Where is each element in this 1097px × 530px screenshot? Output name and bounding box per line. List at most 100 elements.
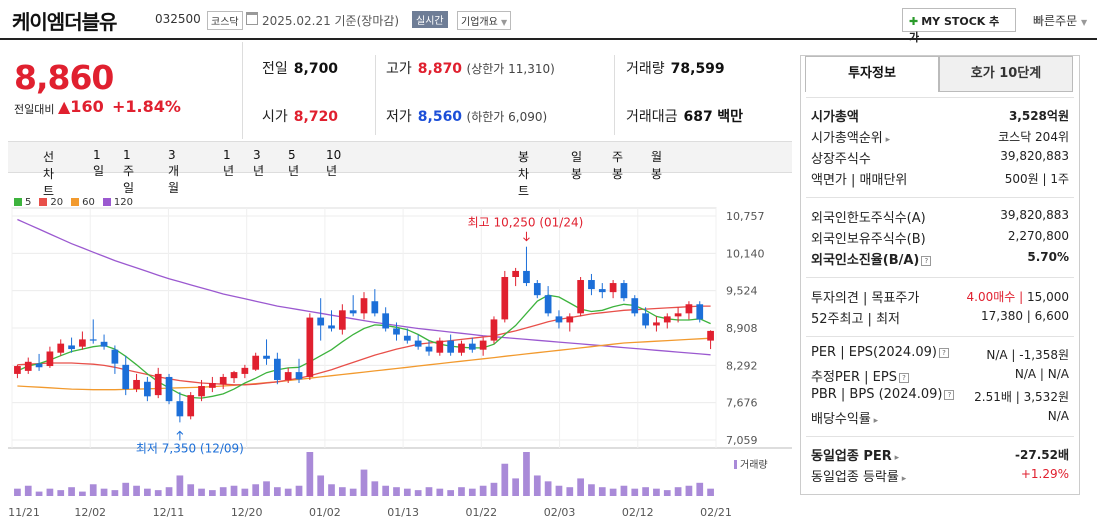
period-tab-2[interactable]: 3개월 bbox=[168, 148, 180, 195]
chevron-right-icon: ▸ bbox=[891, 453, 900, 463]
candle-body bbox=[24, 361, 32, 371]
volume-bar bbox=[24, 485, 32, 496]
candle-body bbox=[653, 322, 660, 326]
period-tab-0[interactable]: 1일 bbox=[93, 148, 105, 178]
legend-item: 60 bbox=[71, 197, 95, 208]
volume-bar bbox=[198, 488, 205, 496]
candle-body bbox=[685, 304, 693, 314]
volume-bar bbox=[360, 469, 368, 496]
volume-bar bbox=[328, 484, 335, 496]
invest-row: 동일업종 등락률 ▸ +1.29% bbox=[811, 466, 1069, 486]
legend-swatch bbox=[14, 198, 22, 206]
candle-body bbox=[393, 328, 400, 335]
legend-label: 5 bbox=[25, 197, 32, 208]
y-tick-label: 7,676 bbox=[726, 397, 758, 410]
period-tab-5[interactable]: 5년 bbox=[288, 148, 300, 178]
row-divider bbox=[806, 97, 1074, 98]
candle-body bbox=[46, 351, 54, 367]
invest-row-value: 39,820,883 bbox=[1000, 149, 1069, 163]
volume-bar bbox=[57, 490, 65, 496]
candle-body bbox=[371, 301, 379, 314]
y-tick-label: 10,140 bbox=[726, 247, 765, 260]
help-icon[interactable]: ? bbox=[944, 389, 955, 400]
candle-body bbox=[209, 383, 216, 388]
chart-legend: 5 20 60 120 bbox=[14, 197, 141, 208]
ma20-line bbox=[17, 305, 711, 386]
invest-row-label: 배당수익률 bbox=[811, 412, 871, 427]
invest-row-value: N/A | N/A bbox=[1014, 367, 1069, 381]
volume-bar bbox=[642, 487, 649, 496]
target-price-value: 15,000 bbox=[1027, 290, 1069, 304]
candle-body bbox=[273, 358, 281, 380]
invest-row: 52주최고 | 최저 17,380 | 6,600 bbox=[811, 308, 1069, 328]
volume-bar bbox=[209, 490, 216, 496]
invest-row: 추정PER | EPS? N/A | N/A bbox=[811, 366, 1069, 386]
volume-bar bbox=[349, 488, 357, 496]
volume-bar bbox=[317, 475, 325, 496]
prev-close-stat: 전일 8,700 bbox=[262, 58, 338, 78]
invest-row-label: 추정PER | EPS bbox=[811, 370, 897, 385]
period-tab-3[interactable]: 1년 bbox=[223, 148, 235, 178]
volume-bar bbox=[544, 481, 552, 496]
candle-body bbox=[176, 401, 184, 417]
chevron-down-icon: ▼ bbox=[1081, 18, 1088, 27]
invest-row-label: PBR | BPS (2024.09) bbox=[811, 387, 943, 402]
company-overview-dropdown[interactable]: 기업개요 ▼ bbox=[457, 11, 512, 30]
candle-body bbox=[555, 316, 563, 323]
stat-label: 고가 bbox=[386, 61, 412, 77]
candle-body bbox=[436, 340, 444, 353]
stat-unit: 백만 bbox=[717, 109, 743, 125]
my-stock-add-button[interactable]: ✚ MY STOCK 추가 bbox=[902, 8, 1016, 44]
x-tick-label: 02/21 bbox=[700, 506, 732, 519]
row-divider bbox=[806, 277, 1074, 278]
realtime-button[interactable]: 실시간 bbox=[412, 11, 448, 28]
volume-bar bbox=[707, 488, 714, 496]
volume-bar bbox=[338, 487, 346, 496]
volume-bar bbox=[566, 487, 574, 496]
candle-body bbox=[620, 283, 628, 299]
candle-body bbox=[674, 313, 682, 317]
chevron-right-icon: ▸ bbox=[870, 416, 879, 426]
period-tab-1[interactable]: 1주일 bbox=[123, 148, 135, 195]
tab-order-book[interactable]: 호가 10단계 bbox=[939, 56, 1073, 92]
tab-invest-info[interactable]: 투자정보 bbox=[805, 56, 939, 92]
invest-row: 투자의견 | 목표주가 4.00매수 | 15,000 bbox=[811, 287, 1069, 307]
candle-body bbox=[609, 283, 617, 293]
x-tick-label: 12/11 bbox=[153, 506, 185, 519]
candle-body bbox=[79, 339, 86, 347]
invest-row-label: PER | EPS(2024.09) bbox=[811, 345, 937, 360]
period-tab-4[interactable]: 3년 bbox=[253, 148, 265, 178]
invest-row: 액면가 | 매매단위 500원 | 1주 bbox=[811, 169, 1069, 189]
quick-order-button[interactable]: 빠른주문 ▼ bbox=[1033, 12, 1087, 29]
volume-bar bbox=[620, 485, 628, 496]
volume-bar bbox=[111, 490, 119, 496]
candle-tab-0[interactable]: 일봉 bbox=[571, 150, 583, 181]
volume-bar bbox=[122, 482, 130, 496]
volume-bar bbox=[479, 485, 487, 496]
period-tab-6[interactable]: 10년 bbox=[326, 148, 342, 178]
candle-tab-1[interactable]: 주봉 bbox=[612, 150, 624, 181]
candle-body bbox=[263, 355, 270, 359]
stat-value: 8,560 bbox=[417, 109, 463, 125]
volume-legend-swatch bbox=[734, 460, 737, 469]
candle-body bbox=[68, 345, 75, 350]
candle-body bbox=[187, 395, 195, 417]
candle-body bbox=[663, 316, 671, 323]
help-icon[interactable]: ? bbox=[898, 372, 909, 383]
candle-body bbox=[523, 270, 530, 284]
low-arrow-icon bbox=[176, 430, 184, 441]
vs-prev-label: 전일대비 bbox=[14, 103, 55, 116]
invest-row: 외국인한도주식수(A) 39,820,883 bbox=[811, 207, 1069, 227]
x-tick-label: 01/02 bbox=[309, 506, 341, 519]
candle-tab-2[interactable]: 월봉 bbox=[651, 150, 663, 181]
volume-bar bbox=[436, 488, 444, 496]
volume-bar bbox=[555, 485, 563, 496]
amount-stat: 거래대금 687 백만 bbox=[626, 106, 743, 126]
help-icon[interactable]: ? bbox=[921, 255, 932, 266]
volume-bar bbox=[425, 487, 433, 496]
invest-row: 시가총액순위 ▸ 코스닥 204위 bbox=[811, 127, 1069, 147]
help-icon[interactable]: ? bbox=[938, 347, 949, 358]
invest-row-value: N/A bbox=[1047, 409, 1069, 423]
invest-row-value: -27.52배 bbox=[1015, 448, 1069, 462]
invest-row: 외국인보유주식수(B) 2,270,800 bbox=[811, 228, 1069, 248]
